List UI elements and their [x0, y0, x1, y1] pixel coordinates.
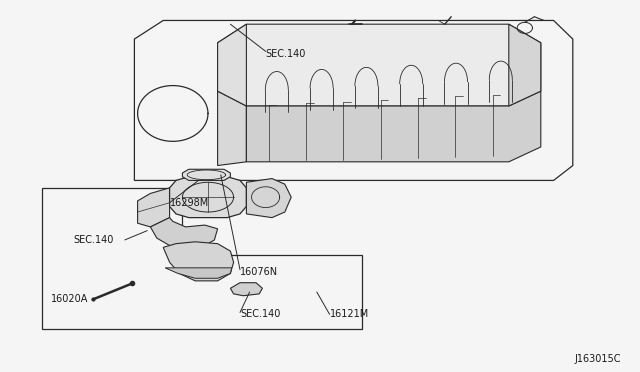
Text: SEC.140: SEC.140: [74, 235, 114, 245]
Text: 16076N: 16076N: [240, 267, 278, 276]
Text: SEC.140: SEC.140: [240, 310, 280, 319]
Polygon shape: [218, 24, 541, 106]
Polygon shape: [182, 169, 230, 180]
Polygon shape: [163, 242, 234, 281]
Polygon shape: [246, 91, 541, 162]
Polygon shape: [165, 268, 232, 278]
Polygon shape: [170, 177, 246, 218]
Polygon shape: [246, 179, 291, 218]
Text: 16298M: 16298M: [170, 198, 209, 208]
Polygon shape: [230, 283, 262, 296]
Text: 16020A: 16020A: [51, 295, 88, 304]
Polygon shape: [218, 24, 246, 106]
Polygon shape: [150, 218, 218, 249]
Polygon shape: [138, 188, 170, 227]
Polygon shape: [218, 91, 246, 166]
Text: 16121M: 16121M: [330, 310, 369, 319]
Text: SEC.140: SEC.140: [266, 49, 306, 59]
Text: J163015C: J163015C: [574, 354, 621, 364]
Polygon shape: [509, 24, 541, 106]
